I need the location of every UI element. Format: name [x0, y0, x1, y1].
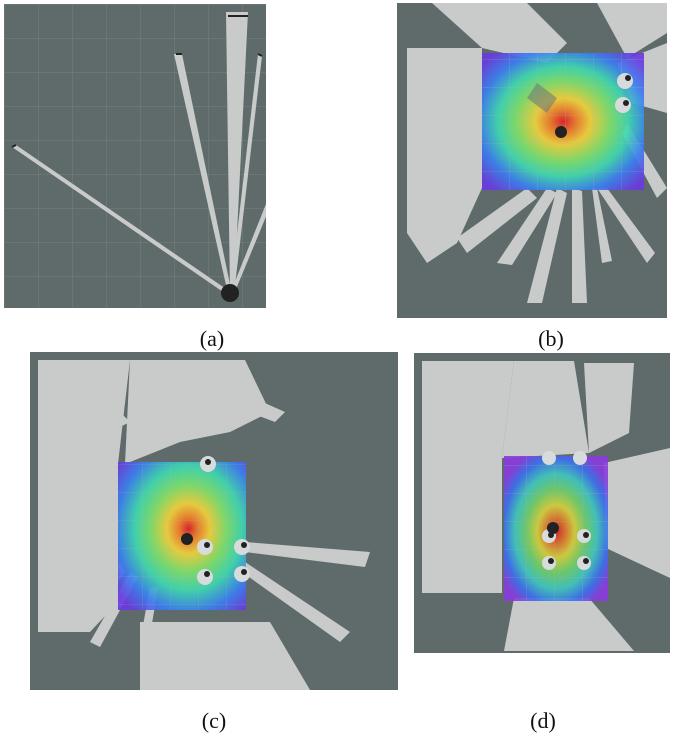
panel-a-lidar-scan: [4, 4, 266, 308]
robot-marker: [221, 284, 239, 302]
panel-b-map-with-heatmap: [397, 3, 667, 318]
robot-marker: [181, 533, 193, 545]
robot-marker: [555, 126, 567, 138]
robot-marker: [547, 522, 559, 534]
panel-c-map-with-heatmap: [30, 352, 398, 690]
caption-a: (a): [199, 326, 225, 351]
caption-c: (c): [201, 708, 227, 733]
panel-d-map-with-heatmap: [414, 353, 670, 653]
caption-b: (b): [538, 326, 564, 351]
caption-d: (d): [530, 708, 556, 733]
